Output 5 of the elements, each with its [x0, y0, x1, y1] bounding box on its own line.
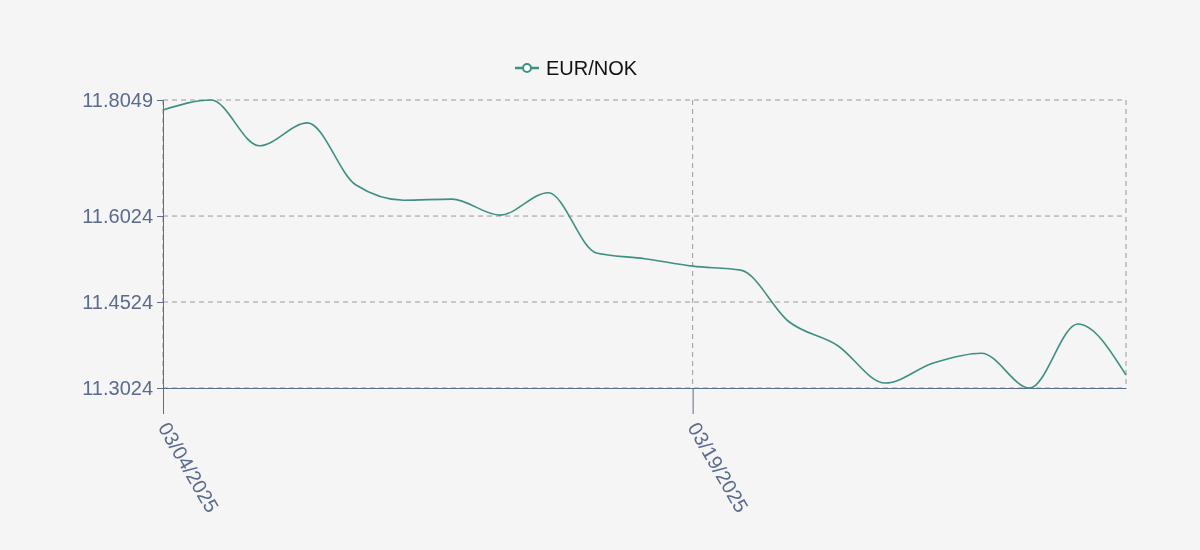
y-tick-label: 11.4524 — [82, 290, 153, 313]
y-tick-label: 11.8049 — [82, 88, 153, 111]
y-tick-label: 11.3024 — [82, 376, 153, 399]
y-tick-label: 11.6024 — [82, 204, 153, 227]
legend-label: EUR/NOK — [546, 57, 638, 79]
